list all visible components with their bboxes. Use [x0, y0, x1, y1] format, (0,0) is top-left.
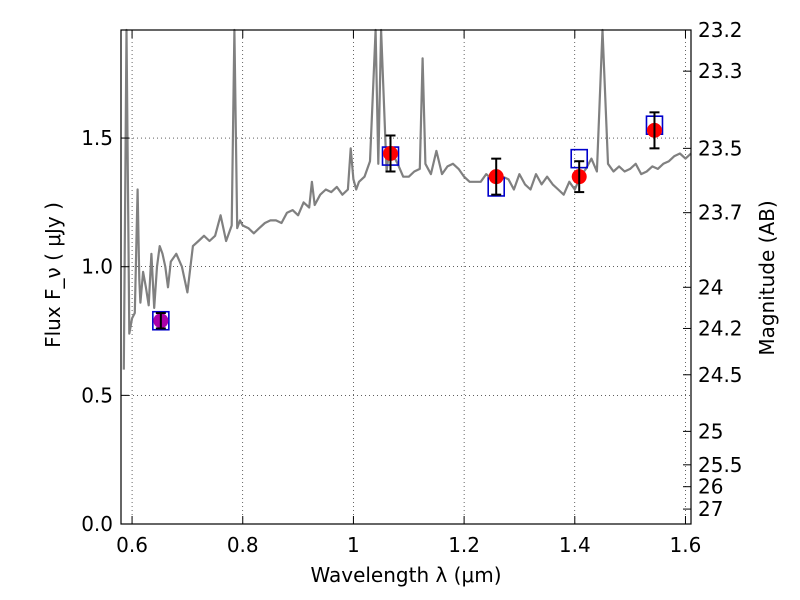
y-tick-label: 0.5: [81, 383, 113, 407]
y-tick-label: 0.0: [81, 512, 113, 536]
magnitude-tick-label: 23.7: [698, 201, 743, 225]
magnitude-tick-label: 24.5: [698, 363, 743, 387]
x-tick-label: 0.8: [227, 533, 259, 557]
x-tick-label: 1.4: [559, 533, 591, 557]
x-tick-label: 0.6: [116, 533, 148, 557]
y-tick-label: 1.0: [81, 255, 113, 279]
model-spectrum-line: [122, 28, 692, 370]
ticks-group: 0.6 0.8 1 1.2 1.4 1.6 0.0 0.5 1.0 1.5 23.2 23.3 23.5…: [81, 18, 742, 557]
observed-points-group: [153, 111, 662, 330]
y-axis-title: Flux F_ν ( μJy ): [41, 202, 65, 348]
x-tick-label: 1.6: [670, 533, 702, 557]
magnitude-tick-label: 23.3: [698, 59, 743, 83]
y-tick-label: 1.5: [81, 126, 113, 150]
magnitude-tick-label: 24.2: [698, 316, 743, 340]
x-tick-label: 1: [347, 533, 360, 557]
magnitude-tick-label: 23.2: [698, 18, 743, 42]
magnitude-tick-label: 26: [698, 475, 723, 499]
magnitude-tick-label: 25: [698, 419, 723, 443]
model-photometry-square: [152, 310, 170, 331]
magnitude-tick-label: 23.5: [698, 136, 743, 160]
spectrum-group: [122, 28, 692, 370]
plot-frame: [120, 29, 692, 525]
x-tick-label: 1.2: [448, 533, 480, 557]
magnitude-tick-label: 24: [698, 275, 723, 299]
magnitude-tick-label: 27: [698, 497, 723, 521]
model-points-group: [152, 115, 664, 331]
right-axis-title: Magnitude (AB): [755, 200, 779, 355]
x-axis-title: Wavelength λ (μm): [310, 563, 501, 587]
magnitude-tick-label: 25.5: [698, 453, 743, 477]
